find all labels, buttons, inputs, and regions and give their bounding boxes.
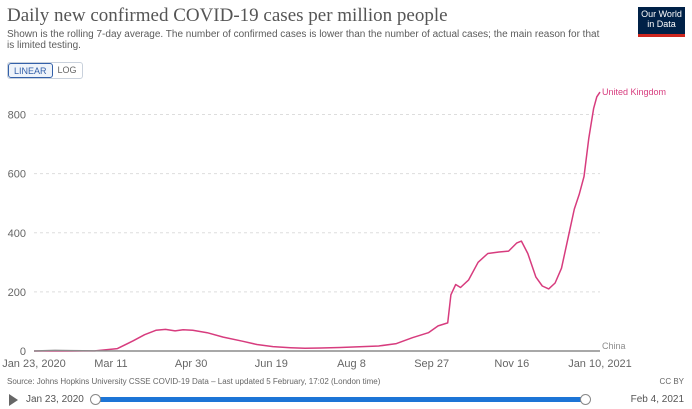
linear-scale-button[interactable]: LINEAR xyxy=(8,63,53,78)
play-icon[interactable] xyxy=(9,394,18,406)
x-tick-label: Jan 10, 2021 xyxy=(568,358,632,370)
owid-logo[interactable]: Our World in Data xyxy=(638,7,685,37)
y-tick-label: 800 xyxy=(8,110,26,122)
chart-title: Daily new confirmed COVID-19 cases per m… xyxy=(7,5,448,26)
logo-line2: in Data xyxy=(647,18,676,29)
x-tick-label: Jun 19 xyxy=(255,358,288,370)
y-tick-label: 200 xyxy=(8,287,26,299)
x-tick-label: Apr 30 xyxy=(175,358,207,370)
series-line-united-kingdom xyxy=(34,91,601,352)
source-note: Source: Johns Hopkins University CSSE CO… xyxy=(7,377,381,386)
x-tick-label: Jan 23, 2020 xyxy=(2,358,66,370)
timeline-end-handle[interactable] xyxy=(580,394,591,405)
timeline-track[interactable] xyxy=(95,397,585,402)
log-scale-button[interactable]: LOG xyxy=(57,65,77,75)
x-tick-label: Sep 27 xyxy=(414,358,449,370)
y-tick-label: 0 xyxy=(20,346,26,358)
license-link[interactable]: CC BY xyxy=(659,377,684,386)
x-tick-label: Aug 8 xyxy=(337,358,366,370)
y-tick-label: 600 xyxy=(8,169,26,181)
timeline-start-handle[interactable] xyxy=(90,394,101,405)
timeline: Jan 23, 2020 Feb 4, 2021 xyxy=(0,391,692,409)
x-tick-label: Mar 11 xyxy=(94,358,127,370)
series-label-china: China xyxy=(602,341,626,351)
timeline-start-label: Jan 23, 2020 xyxy=(26,394,84,405)
logo-line1: Our World xyxy=(641,9,682,19)
series-line-china xyxy=(33,349,600,352)
timeline-end-label: Feb 4, 2021 xyxy=(630,394,684,405)
x-tick-label: Nov 16 xyxy=(494,358,529,370)
y-tick-label: 400 xyxy=(8,228,26,240)
line-chart: 0 200 400 600 800 Jan 23, 2020 Mar 11 Apr 30 Jun… xyxy=(2,87,666,370)
scale-toggle: LINEAR LOG xyxy=(7,62,83,79)
series-label-united-kingdom: United Kingdom xyxy=(602,87,666,97)
chart-subtitle: Shown is the rolling 7-day average. The … xyxy=(7,29,600,51)
